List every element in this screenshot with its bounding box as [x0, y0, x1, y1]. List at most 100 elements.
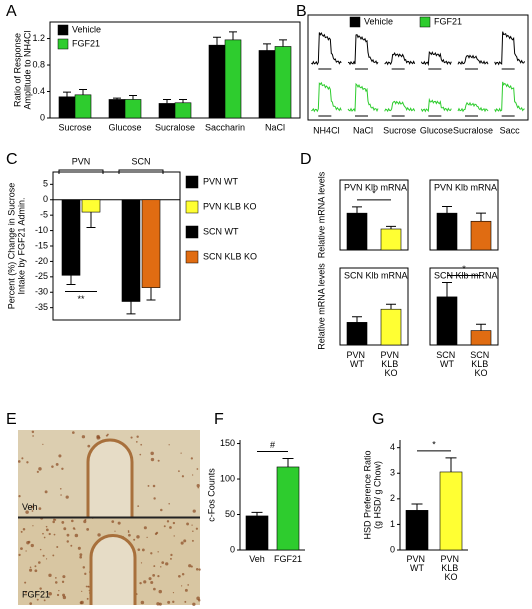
stain-dot [152, 574, 156, 577]
stain-dot [38, 467, 42, 471]
bar [470, 220, 492, 251]
bar [108, 99, 126, 119]
y-tick-label: 2 [390, 493, 395, 503]
stain-dot [128, 533, 131, 537]
stain-dot [136, 535, 140, 539]
y-axis-label: (g HSD/ g Chow) [372, 461, 382, 529]
stain-dot [184, 588, 188, 592]
bar [380, 228, 402, 251]
stain-dot [196, 468, 199, 470]
y-tick-label: 0 [390, 544, 395, 554]
stain-dot [192, 509, 196, 513]
trace [347, 33, 379, 66]
stain-dot [161, 561, 165, 564]
legend-swatch [57, 24, 69, 36]
stain-dot [97, 533, 101, 537]
stain-dot [45, 525, 48, 528]
stain-dot [172, 521, 176, 525]
bar [436, 296, 458, 346]
trace [311, 32, 342, 66]
image-label: FGF21 [22, 589, 50, 599]
text-line: KO [444, 572, 457, 582]
stain-dot [77, 546, 81, 550]
stain-dot [83, 520, 87, 524]
stain-dot [17, 460, 21, 463]
bar [174, 102, 192, 119]
trace [457, 54, 489, 65]
stain-dot [29, 566, 32, 569]
error-bar [86, 212, 96, 228]
text-line: WT [350, 359, 364, 369]
stain-dot [170, 557, 172, 560]
y-tick-label: 1 [390, 519, 395, 529]
x-tick-label: Sucrose [58, 122, 91, 132]
stain-dot [105, 434, 108, 437]
stain-dot [81, 435, 86, 439]
panel-letter: F [214, 411, 224, 428]
stain-dot [195, 567, 199, 571]
significance: * [462, 264, 466, 274]
stain-dot [169, 526, 172, 529]
error-bar [179, 98, 187, 103]
stain-dot [158, 589, 162, 594]
panel-letter: G [372, 411, 384, 428]
legend-label: FGF21 [434, 16, 462, 26]
y-tick-label: -25 [35, 271, 48, 281]
stain-dot [32, 525, 34, 527]
x-tick-label: Glucose [108, 122, 141, 132]
stain-dot [43, 599, 46, 602]
error-bar [352, 316, 362, 323]
stain-dot [148, 577, 152, 581]
stain-dot [157, 574, 160, 578]
subplot-title: PVN Klb mRNA [344, 182, 407, 192]
stain-dot [87, 444, 91, 448]
stain-dot [154, 532, 158, 536]
stain-dot [61, 521, 65, 524]
stain-dot [48, 573, 52, 578]
stain-dot [29, 602, 33, 606]
stain-dot [36, 470, 39, 473]
ventricle-edge [89, 534, 137, 605]
stain-dot [42, 443, 44, 446]
trace [384, 100, 416, 113]
stain-dot [127, 530, 130, 532]
stain-dot [55, 577, 57, 579]
significance: * [372, 188, 376, 198]
stain-dot [54, 581, 58, 584]
stain-dot [62, 595, 67, 600]
stain-dot [143, 580, 147, 584]
error-bar [263, 43, 271, 51]
stain-dot [156, 602, 160, 606]
x-tick-label: SCN KLB KO [470, 350, 492, 378]
bar [208, 44, 226, 119]
stain-dot [48, 532, 51, 536]
y-tick-label: 5 [43, 179, 48, 189]
error-bar [445, 457, 457, 472]
x-tick-label: Sucrose [383, 125, 416, 135]
stain-dot [52, 520, 55, 524]
error-bar [352, 206, 362, 214]
stain-dot [181, 475, 185, 478]
stain-dot [197, 486, 200, 489]
stain-dot [188, 564, 192, 568]
stain-dot [60, 494, 62, 496]
error-bar [113, 97, 121, 100]
text-line: PVN [406, 554, 427, 564]
stain-dot [153, 565, 156, 568]
stain-dot [66, 533, 70, 537]
text-line: FGF21 [274, 554, 302, 564]
legend-label: FGF21 [72, 38, 100, 48]
bar [380, 308, 402, 346]
text-line: KLB [441, 563, 461, 573]
bar [436, 212, 458, 251]
y-tick-label: 4 [390, 442, 395, 452]
stain-dot [61, 580, 65, 584]
stain-dot [34, 565, 37, 568]
stain-dot [79, 553, 83, 557]
stain-dot [70, 544, 73, 547]
y-axis-label: Percent (%) Change in Sucrose [6, 183, 16, 310]
legend-swatch [349, 16, 361, 28]
error-bar [282, 457, 294, 467]
text-line: KO [384, 368, 397, 378]
legend-label: Vehicle [364, 16, 393, 26]
